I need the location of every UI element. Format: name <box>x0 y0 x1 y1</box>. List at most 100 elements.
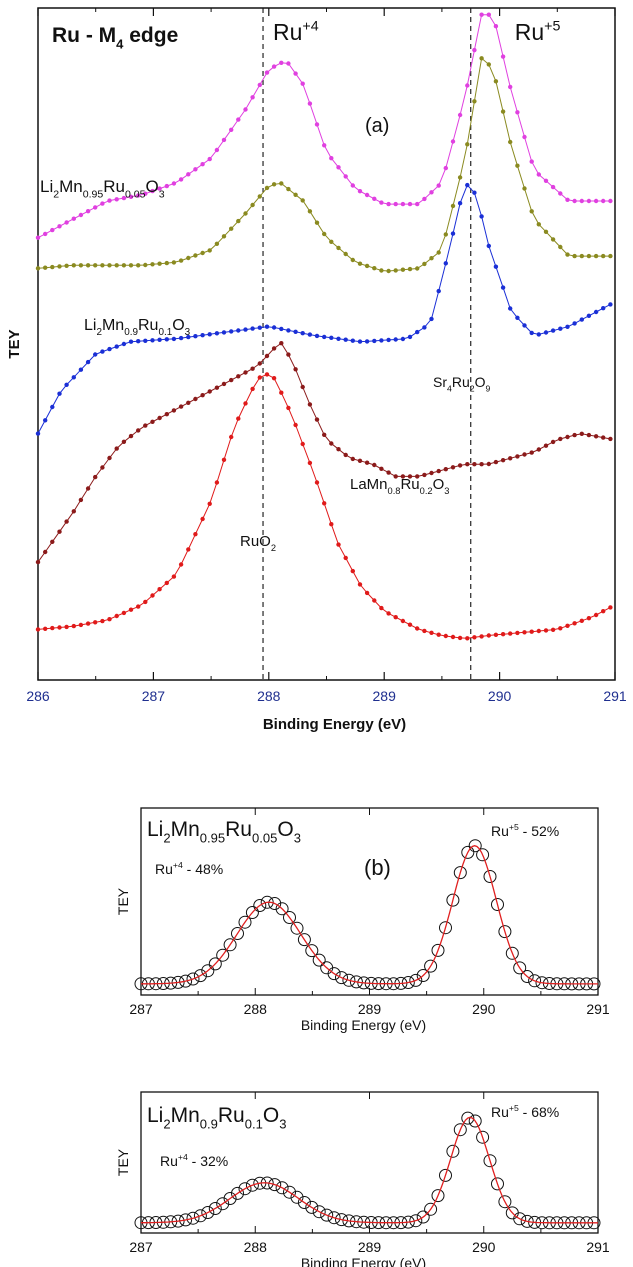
data-point <box>150 419 155 424</box>
peak-annotation: Ru+5 - 68% <box>491 1103 559 1120</box>
data-point <box>472 47 477 53</box>
data-point <box>243 370 248 375</box>
data-point <box>416 1210 430 1224</box>
data-point <box>157 337 162 342</box>
data-point <box>243 107 248 112</box>
data-point <box>214 480 220 485</box>
data-point <box>214 241 220 246</box>
data-point <box>453 866 467 880</box>
data-point <box>436 468 441 474</box>
data-point <box>386 268 391 274</box>
data-point <box>286 352 291 357</box>
data-point <box>407 334 413 340</box>
text-part: 0.8 <box>388 486 401 496</box>
data-point <box>164 337 169 342</box>
data-point <box>550 237 556 242</box>
data-point <box>336 165 341 170</box>
data-point <box>508 631 513 636</box>
x-tick-label: 291 <box>586 1001 610 1017</box>
x-axis-label: Binding Energy (eV) <box>301 1017 426 1033</box>
text-part: 0.2 <box>420 486 433 496</box>
data-point <box>186 172 191 177</box>
data-point <box>558 326 563 331</box>
data-point <box>216 948 230 962</box>
data-point <box>372 462 377 468</box>
data-point <box>520 970 534 983</box>
data-point <box>336 542 341 547</box>
data-point <box>601 198 606 204</box>
data-point <box>608 605 613 610</box>
data-point <box>608 198 613 204</box>
text-part: +4 <box>178 1152 188 1162</box>
data-point <box>465 142 470 147</box>
data-point <box>608 436 613 442</box>
data-point <box>386 337 391 343</box>
data-point <box>214 331 220 336</box>
data-point <box>479 12 484 17</box>
data-point <box>515 454 520 459</box>
data-point <box>275 1181 289 1195</box>
data-point <box>229 127 234 132</box>
data-point <box>150 338 155 343</box>
data-point <box>243 401 248 406</box>
text-part: Mn <box>59 177 83 196</box>
data-point <box>393 337 398 342</box>
text-part: - 48% <box>183 861 223 877</box>
data-point <box>143 599 148 605</box>
data-point <box>43 265 48 270</box>
x-tick-label: 286 <box>26 688 50 704</box>
text-part: Li <box>40 177 53 196</box>
data-point <box>415 329 420 335</box>
data-point <box>238 915 252 929</box>
data-point <box>200 516 205 522</box>
text-part: Ru <box>400 476 419 493</box>
data-point <box>329 441 334 446</box>
data-point <box>386 470 391 475</box>
data-point <box>400 201 406 207</box>
panel-b-bottom: 287 288 289 290 291 Binding Energy (eV) TEY Li2… <box>115 1091 610 1267</box>
data-point <box>379 605 384 611</box>
data-point <box>35 431 41 436</box>
data-point <box>100 201 105 206</box>
data-point <box>128 433 134 439</box>
data-point <box>257 325 262 330</box>
data-point <box>457 201 463 206</box>
data-point <box>193 969 207 983</box>
data-point <box>231 927 244 940</box>
data-point <box>465 83 470 88</box>
data-point <box>50 625 55 631</box>
data-point <box>300 198 305 203</box>
series-la <box>35 341 613 565</box>
data-point <box>558 244 563 250</box>
data-point <box>307 460 313 466</box>
data-point <box>208 957 222 971</box>
data-point <box>100 263 105 268</box>
text-part: Mn <box>171 818 200 841</box>
data-point <box>558 436 563 442</box>
x-tick-label: 290 <box>488 688 512 704</box>
text-part: 0.95 <box>200 831 225 846</box>
data-point <box>565 434 570 440</box>
data-point <box>379 338 384 343</box>
series-label: LaMn0.8Ru0.2O3 <box>350 476 449 496</box>
data-point <box>343 337 348 342</box>
data-point <box>608 302 613 307</box>
data-point <box>136 193 141 198</box>
series-line <box>37 184 611 434</box>
data-point <box>121 195 127 201</box>
data-point <box>286 328 291 333</box>
data-point <box>253 899 267 912</box>
data-point <box>508 84 513 90</box>
data-point <box>400 336 406 342</box>
y-axis-label: TEY <box>115 887 131 915</box>
data-point <box>312 953 326 967</box>
data-point <box>178 335 184 341</box>
reference-line-label: Ru+5 <box>515 18 561 45</box>
data-point <box>307 209 313 214</box>
data-point <box>486 62 491 67</box>
data-point <box>171 574 177 579</box>
data-point <box>314 122 320 127</box>
text-part: Ru <box>155 861 173 877</box>
data-point <box>536 222 541 227</box>
data-point <box>446 1144 460 1158</box>
